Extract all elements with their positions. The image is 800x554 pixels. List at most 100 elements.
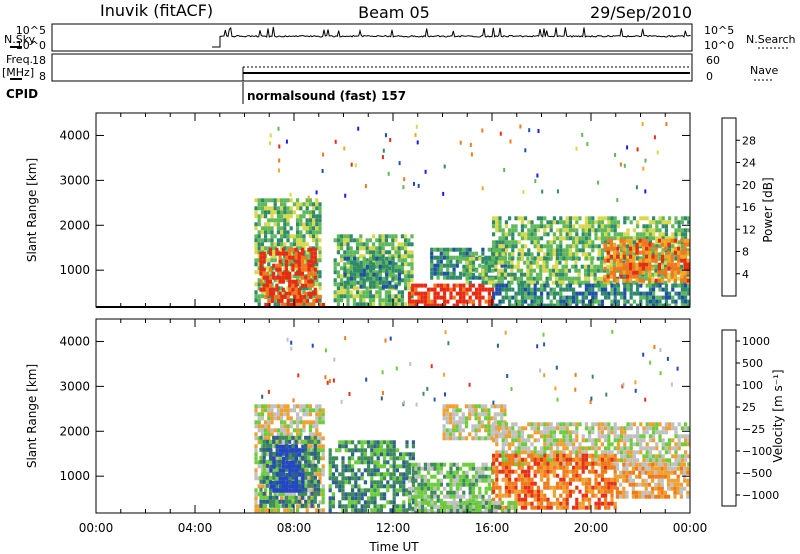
data-cell	[373, 504, 377, 509]
data-cell	[526, 256, 530, 261]
data-cell	[254, 432, 258, 437]
data-cell	[490, 416, 494, 421]
data-cell	[442, 191, 445, 196]
data-cell	[272, 464, 276, 469]
data-cell	[497, 280, 501, 285]
data-cell	[613, 430, 617, 435]
data-cell	[269, 456, 273, 461]
data-cell	[381, 284, 386, 289]
data-cell	[674, 216, 678, 221]
data-cell	[272, 495, 276, 500]
data-cell	[439, 303, 443, 307]
data-cell	[471, 462, 475, 467]
data-cell	[423, 474, 427, 479]
data-cell	[405, 472, 409, 477]
data-cell	[629, 283, 633, 288]
y-tick-label: 2000	[59, 218, 90, 232]
data-cell	[498, 461, 502, 466]
data-cell	[492, 240, 496, 245]
data-cell	[591, 224, 595, 229]
data-cell	[600, 232, 604, 237]
data-cell	[549, 450, 553, 455]
data-cell	[436, 267, 440, 272]
data-cell	[300, 463, 305, 468]
data-cell	[305, 404, 309, 409]
data-cell	[526, 272, 530, 277]
data-cell	[674, 434, 678, 439]
data-cell	[616, 246, 620, 251]
data-cell	[492, 248, 496, 253]
data-cell	[468, 295, 472, 300]
data-cell	[591, 299, 595, 304]
data-cell	[481, 276, 485, 281]
data-cell	[310, 463, 314, 468]
data-cell	[392, 504, 396, 509]
data-cell	[260, 246, 264, 251]
data-cell	[584, 291, 588, 296]
data-cell	[665, 122, 668, 127]
data-cell	[568, 216, 572, 221]
data-cell	[593, 272, 597, 277]
data-cell	[316, 487, 321, 492]
data-cell	[389, 508, 393, 513]
data-cell	[316, 479, 321, 484]
data-cell	[442, 404, 446, 409]
data-cell	[260, 408, 264, 413]
data-cell	[346, 276, 350, 281]
data-cell	[474, 408, 478, 413]
data-cell	[254, 496, 258, 501]
data-cell	[600, 299, 604, 304]
data-cell	[620, 248, 624, 253]
data-cell	[581, 240, 585, 245]
data-cell	[455, 506, 459, 511]
data-cell	[471, 510, 475, 513]
data-cell	[475, 256, 479, 261]
data-cell	[304, 275, 308, 280]
data-cell	[273, 294, 278, 299]
data-cell	[555, 272, 559, 277]
data-cell	[267, 246, 271, 251]
data-cell	[500, 272, 504, 277]
data-cell	[448, 404, 453, 409]
data-cell	[641, 258, 645, 263]
data-cell	[338, 472, 342, 477]
data-cell	[543, 430, 547, 435]
data-cell	[641, 242, 645, 247]
data-cell	[373, 508, 377, 513]
data-cell	[291, 247, 295, 252]
data-cell	[641, 270, 645, 275]
data-cell	[552, 434, 556, 439]
data-cell	[344, 504, 348, 509]
data-cell	[520, 442, 524, 447]
data-cell	[254, 270, 258, 275]
data-cell	[514, 489, 518, 494]
data-cell	[684, 450, 688, 455]
data-cell	[423, 494, 427, 499]
data-cell	[405, 508, 409, 513]
data-cell	[312, 488, 316, 493]
data-cell	[632, 244, 636, 249]
data-cell	[321, 508, 325, 513]
data-cell	[661, 242, 665, 247]
data-cell	[481, 259, 485, 264]
data-cell	[501, 426, 505, 431]
data-cell	[501, 461, 505, 466]
data-cell	[286, 298, 290, 303]
data-cell	[408, 456, 412, 461]
noise-panel-frame	[51, 23, 693, 52]
data-cell	[613, 422, 617, 427]
data-cell	[369, 280, 373, 285]
data-cell	[315, 198, 319, 203]
data-cell	[275, 448, 279, 453]
data-cell	[259, 491, 263, 496]
data-cell	[260, 424, 264, 429]
data-cell	[318, 294, 322, 299]
data-cell	[540, 291, 544, 296]
data-cell	[397, 294, 401, 299]
data-cell	[684, 434, 688, 439]
data-cell	[664, 303, 668, 307]
data-cell	[562, 422, 566, 427]
data-cell	[661, 224, 665, 229]
data-cell	[273, 404, 277, 409]
y-tick-label: 4000	[59, 128, 90, 142]
